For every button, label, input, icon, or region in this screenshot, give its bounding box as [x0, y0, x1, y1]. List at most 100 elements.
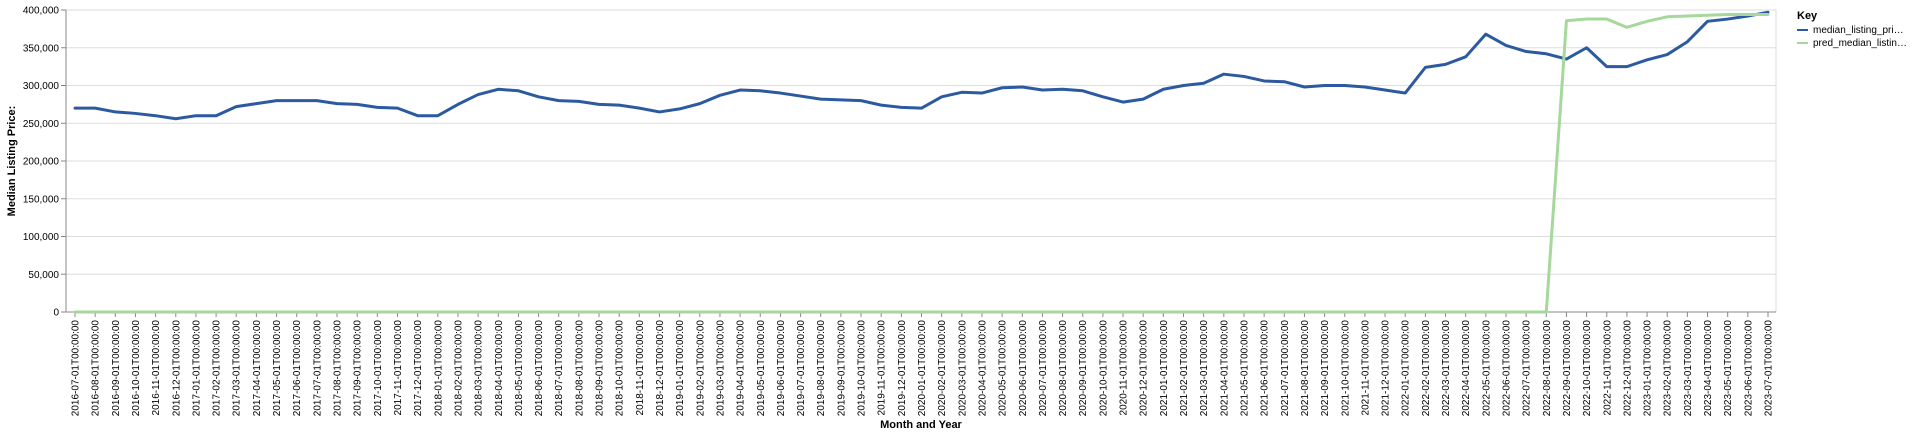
- x-tick-label: 2020-03-01T00:00:00: [957, 320, 968, 417]
- x-tick-label: 2022-10-01T00:00:00: [1582, 320, 1593, 417]
- x-tick-label: 2018-10-01T00:00:00: [615, 320, 626, 417]
- x-tick-label: 2022-12-01T00:00:00: [1622, 320, 1633, 417]
- x-tick-label: 2018-05-01T00:00:00: [514, 320, 525, 417]
- y-tick-label: 400,000: [23, 6, 60, 17]
- x-tick-label: 2018-09-01T00:00:00: [595, 320, 606, 417]
- x-tick-label: 2023-03-01T00:00:00: [1683, 320, 1694, 417]
- x-tick-label: 2023-02-01T00:00:00: [1663, 320, 1674, 417]
- x-tick-label: 2019-04-01T00:00:00: [736, 320, 747, 417]
- x-tick-label: 2022-02-01T00:00:00: [1421, 320, 1432, 417]
- x-tick-label: 2019-03-01T00:00:00: [715, 320, 726, 417]
- x-tick-label: 2019-11-01T00:00:00: [877, 320, 888, 416]
- x-tick-label: 2021-12-01T00:00:00: [1381, 320, 1392, 417]
- x-tick-label: 2020-09-01T00:00:00: [1078, 320, 1089, 417]
- x-tick-label: 2017-10-01T00:00:00: [373, 320, 384, 417]
- x-tick-label: 2018-11-01T00:00:00: [635, 320, 646, 416]
- y-axis: 0 50,000 100,000 150,000 200,000 250,000 300,0…: [23, 6, 67, 319]
- x-tick-label: 2020-11-01T00:00:00: [1119, 320, 1130, 416]
- x-tick-label: 2021-09-01T00:00:00: [1320, 320, 1331, 417]
- legend-title: Key: [1797, 10, 1818, 22]
- x-tick-label: 2020-10-01T00:00:00: [1098, 320, 1109, 417]
- legend-label: pred_median_listin…: [1813, 38, 1907, 49]
- x-tick-label: 2023-07-01T00:00:00: [1764, 320, 1775, 417]
- y-tick-label: 200,000: [23, 157, 60, 168]
- x-tick-label: 2018-06-01T00:00:00: [534, 320, 545, 417]
- series-lines: [73, 10, 1770, 314]
- x-tick-label: 2018-01-01T00:00:00: [433, 320, 444, 417]
- y-tick-label: 50,000: [28, 270, 59, 281]
- y-axis-title: Median Listing Price:: [6, 106, 18, 217]
- x-tick-label: 2022-11-01T00:00:00: [1602, 320, 1613, 416]
- x-tick-label: 2022-07-01T00:00:00: [1522, 320, 1533, 417]
- gridlines: [65, 9, 1777, 313]
- x-tick-label: 2016-08-01T00:00:00: [91, 320, 102, 417]
- series-line-1: [73, 13, 1770, 314]
- x-tick-label: 2017-01-01T00:00:00: [191, 320, 202, 417]
- x-tick-label: 2018-04-01T00:00:00: [494, 320, 505, 417]
- x-tick-label: 2017-03-01T00:00:00: [232, 320, 243, 417]
- x-tick-label: 2017-09-01T00:00:00: [353, 320, 364, 417]
- x-tick-label: 2020-01-01T00:00:00: [917, 320, 928, 417]
- x-tick-label: 2017-05-01T00:00:00: [272, 320, 283, 417]
- x-tick-label: 2021-10-01T00:00:00: [1340, 320, 1351, 417]
- x-tick-label: 2017-06-01T00:00:00: [292, 320, 303, 417]
- x-tick-label: 2021-05-01T00:00:00: [1239, 320, 1250, 417]
- y-tick-label: 0: [53, 308, 59, 319]
- x-tick-label: 2019-10-01T00:00:00: [857, 320, 868, 417]
- x-tick-label: 2023-01-01T00:00:00: [1643, 320, 1654, 417]
- x-tick-label: 2021-02-01T00:00:00: [1179, 320, 1190, 417]
- x-tick-label: 2020-04-01T00:00:00: [977, 320, 988, 417]
- x-tick-label: 2022-09-01T00:00:00: [1562, 320, 1573, 417]
- x-tick-label: 2017-04-01T00:00:00: [252, 320, 263, 417]
- x-tick-label: 2023-06-01T00:00:00: [1743, 320, 1754, 417]
- x-tick-label: 2021-03-01T00:00:00: [1199, 320, 1210, 417]
- series-line-0: [73, 10, 1770, 121]
- x-tick-label: 2021-06-01T00:00:00: [1260, 320, 1271, 417]
- x-tick-label: 2016-07-01T00:00:00: [71, 320, 82, 417]
- x-tick-label: 2021-08-01T00:00:00: [1300, 320, 1311, 417]
- x-tick-label: 2019-08-01T00:00:00: [816, 320, 827, 417]
- x-tick-label: 2021-11-01T00:00:00: [1360, 320, 1371, 416]
- x-tick-label: 2020-05-01T00:00:00: [998, 320, 1009, 417]
- x-tick-label: 2018-08-01T00:00:00: [574, 320, 585, 417]
- x-tick-label: 2023-04-01T00:00:00: [1703, 320, 1714, 417]
- x-tick-label: 2016-12-01T00:00:00: [171, 320, 182, 417]
- x-tick-label: 2017-12-01T00:00:00: [413, 320, 424, 417]
- x-tick-label: 2017-02-01T00:00:00: [212, 320, 223, 417]
- x-tick-label: 2021-04-01T00:00:00: [1219, 320, 1230, 417]
- x-tick-label: 2018-07-01T00:00:00: [554, 320, 565, 417]
- x-tick-label: 2022-01-01T00:00:00: [1401, 320, 1412, 417]
- x-tick-label: 2019-07-01T00:00:00: [796, 320, 807, 417]
- x-tick-label: 2020-07-01T00:00:00: [1038, 320, 1049, 417]
- x-tick-label: 2019-02-01T00:00:00: [695, 320, 706, 417]
- legend-label: median_listing_pri…: [1813, 25, 1904, 36]
- x-axis: 2016-07-01T00:00:00 2016-08-01T00:00:00 20…: [66, 311, 1776, 417]
- x-axis-title: Month and Year: [880, 419, 962, 431]
- x-tick-label: 2020-12-01T00:00:00: [1139, 320, 1150, 417]
- x-tick-label: 2016-09-01T00:00:00: [111, 320, 122, 417]
- x-tick-label: 2019-06-01T00:00:00: [776, 320, 787, 417]
- x-tick-label: 2017-07-01T00:00:00: [312, 320, 323, 417]
- x-tick-label: 2019-12-01T00:00:00: [897, 320, 908, 417]
- x-tick-label: 2023-05-01T00:00:00: [1723, 320, 1734, 417]
- x-tick-label: 2022-06-01T00:00:00: [1501, 320, 1512, 417]
- x-tick-label: 2016-11-01T00:00:00: [151, 320, 162, 416]
- legend: Key median_listing_pri… pred_median_listi…: [1797, 10, 1907, 49]
- x-tick-label: 2022-05-01T00:00:00: [1481, 320, 1492, 417]
- x-tick-label: 2021-07-01T00:00:00: [1280, 320, 1291, 417]
- x-tick-label: 2022-03-01T00:00:00: [1441, 320, 1452, 417]
- x-tick-label: 2020-08-01T00:00:00: [1058, 320, 1069, 417]
- x-tick-label: 2020-02-01T00:00:00: [937, 320, 948, 417]
- x-tick-label: 2019-01-01T00:00:00: [675, 320, 686, 417]
- y-tick-label: 300,000: [23, 81, 60, 92]
- x-tick-label: 2017-08-01T00:00:00: [333, 320, 344, 417]
- x-tick-label: 2017-11-01T00:00:00: [393, 320, 404, 416]
- x-tick-label: 2021-01-01T00:00:00: [1159, 320, 1170, 417]
- x-tick-label: 2018-02-01T00:00:00: [453, 320, 464, 417]
- y-tick-label: 250,000: [23, 119, 60, 130]
- x-tick-label: 2022-08-01T00:00:00: [1542, 320, 1553, 417]
- y-tick-label: 100,000: [23, 232, 60, 243]
- x-tick-label: 2016-10-01T00:00:00: [131, 320, 142, 417]
- x-tick-label: 2019-09-01T00:00:00: [836, 320, 847, 417]
